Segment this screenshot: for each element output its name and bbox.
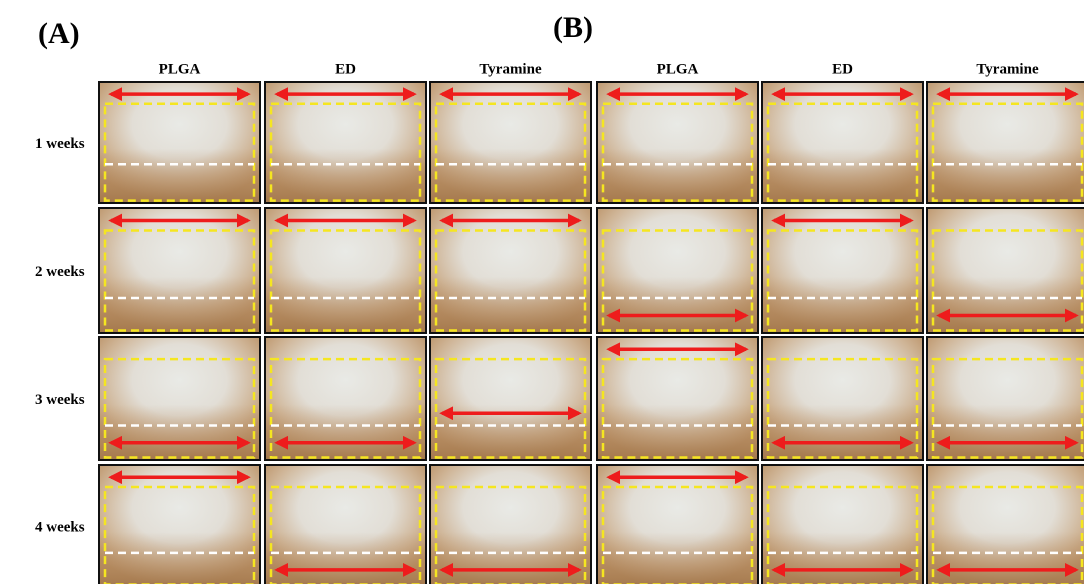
micrograph-tile bbox=[927, 82, 1084, 203]
micrograph-tile bbox=[762, 82, 923, 203]
column-header: ED bbox=[832, 61, 853, 77]
micrograph-tile bbox=[430, 208, 591, 333]
tile-shade bbox=[266, 277, 425, 332]
micrograph-tile bbox=[927, 208, 1084, 333]
micrograph-tile bbox=[99, 82, 260, 203]
micrograph-tile bbox=[927, 465, 1084, 584]
tile-shade bbox=[928, 405, 1084, 459]
panel-label: (B) bbox=[553, 11, 593, 44]
row-label: 4 weeks bbox=[35, 519, 85, 535]
tile-shade bbox=[598, 405, 757, 459]
column-header: ED bbox=[335, 61, 356, 77]
tile-shade bbox=[763, 149, 922, 202]
tile-shade bbox=[928, 277, 1084, 332]
micrograph-tile bbox=[430, 465, 591, 584]
tile-shade bbox=[100, 149, 259, 202]
micrograph-tile bbox=[430, 82, 591, 203]
tile-shade bbox=[431, 149, 590, 202]
micrograph-tile bbox=[597, 337, 758, 460]
micrograph-tile bbox=[762, 208, 923, 333]
tile-shade bbox=[100, 532, 259, 584]
tile-shade bbox=[598, 532, 757, 584]
micrograph-tile bbox=[99, 208, 260, 333]
tile-shade bbox=[266, 532, 425, 584]
tile-shade bbox=[431, 532, 590, 584]
column-header: Tyramine bbox=[976, 61, 1039, 77]
micrograph-tile bbox=[597, 82, 758, 203]
row-label: 1 weeks bbox=[35, 136, 85, 152]
micrograph-tile bbox=[99, 465, 260, 584]
micrograph-tile bbox=[99, 337, 260, 460]
tile-shade bbox=[100, 405, 259, 459]
tile-shade bbox=[763, 532, 922, 584]
micrograph-tile bbox=[430, 337, 591, 460]
tile-shade bbox=[598, 277, 757, 332]
row-label: 3 weeks bbox=[35, 392, 85, 408]
tile-shade bbox=[763, 405, 922, 459]
image-grid bbox=[99, 82, 1084, 584]
tile-shade bbox=[266, 405, 425, 459]
micrograph-tile bbox=[265, 82, 426, 203]
column-header: PLGA bbox=[657, 61, 699, 77]
micrograph-tile bbox=[762, 337, 923, 460]
panel-label: (A) bbox=[38, 17, 80, 50]
tile-shade bbox=[763, 277, 922, 332]
figure: (A) (B) PLGA ED Tyramine PLGA ED Tyramine 1 we… bbox=[0, 0, 1084, 584]
tile-shade bbox=[928, 532, 1084, 584]
micrograph-tile bbox=[265, 465, 426, 584]
micrograph-tile bbox=[927, 337, 1084, 460]
page: {"panels": [ {"label": "(A)", "columns":… bbox=[0, 0, 1084, 584]
tile-shade bbox=[928, 149, 1084, 202]
micrograph-tile bbox=[265, 208, 426, 333]
micrograph-tile bbox=[265, 337, 426, 460]
row-label: 2 weeks bbox=[35, 264, 85, 280]
micrograph-tile bbox=[597, 208, 758, 333]
micrograph-tile bbox=[762, 465, 923, 584]
micrograph-tile bbox=[597, 465, 758, 584]
tile-shade bbox=[266, 149, 425, 202]
tile-shade bbox=[100, 277, 259, 332]
column-header: PLGA bbox=[159, 61, 201, 77]
column-header: Tyramine bbox=[479, 61, 542, 77]
tile-shade bbox=[431, 277, 590, 332]
tile-shade bbox=[598, 149, 757, 202]
